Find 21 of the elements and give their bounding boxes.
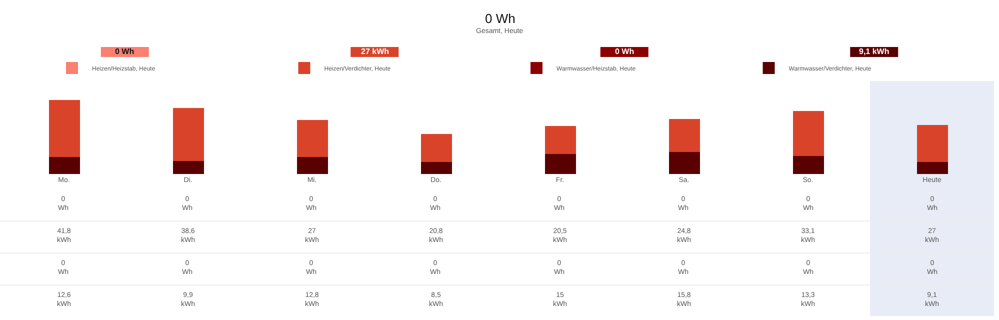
text: 0 Wh	[115, 47, 134, 56]
bar	[545, 126, 576, 154]
bar	[173, 108, 204, 161]
bar	[49, 157, 80, 174]
bar	[297, 157, 328, 174]
bar	[421, 134, 452, 162]
bar	[297, 120, 328, 157]
chart-title: 0 Wh	[485, 11, 516, 26]
text: 27 kWh	[361, 47, 390, 56]
bar	[669, 119, 700, 152]
bar	[49, 100, 80, 157]
bar	[545, 154, 576, 174]
bar	[793, 156, 824, 174]
text: 0 Wh	[615, 47, 634, 56]
bar	[793, 111, 824, 156]
bar	[917, 125, 948, 162]
bar	[421, 162, 452, 174]
bar	[917, 162, 948, 174]
bar	[173, 161, 204, 174]
text: 9,1 kWh	[859, 47, 890, 56]
bar	[669, 152, 700, 174]
